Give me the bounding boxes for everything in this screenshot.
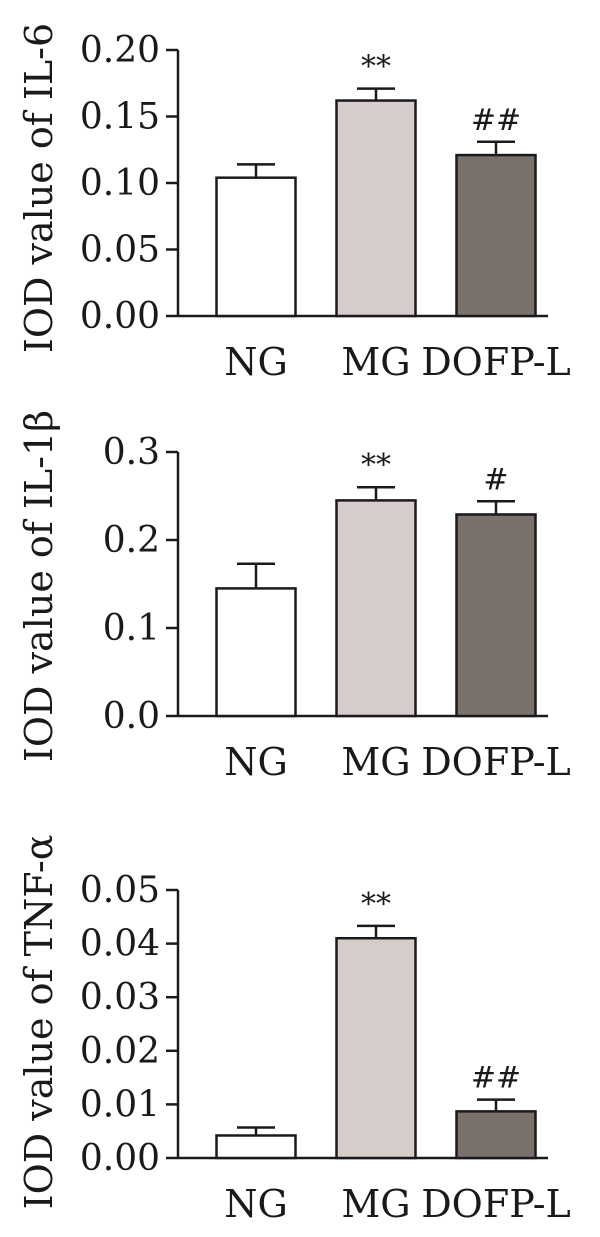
panel-2-significance-dofp-l: # bbox=[483, 462, 508, 497]
panel-1-bar-dofp-l bbox=[455, 153, 537, 318]
panel-3-category-ng: NG bbox=[224, 1182, 288, 1226]
panel-3-significance-mg: ** bbox=[361, 887, 391, 922]
panel-1-category-mg: MG bbox=[341, 340, 410, 384]
panel-3-ytick-label: 0.04 bbox=[80, 924, 160, 965]
panel-1-ytick-label: 0.05 bbox=[80, 230, 160, 271]
panel-2-significance-mg: ** bbox=[361, 448, 391, 483]
panel-3-ytick-label: 0.01 bbox=[80, 1084, 160, 1125]
panel-2-category-mg: MG bbox=[341, 740, 410, 784]
panel-3-ytick-label: 0.05 bbox=[80, 870, 160, 911]
panel-2-ytick-label: 0.1 bbox=[103, 608, 160, 649]
panel-3-ytick-label: 0.03 bbox=[80, 977, 160, 1018]
panel-1-ytick-label: 0.20 bbox=[80, 30, 160, 71]
panel-2-ylabel: IOD value of IL-1β bbox=[17, 410, 61, 762]
panel-2-ytick-label: 0.0 bbox=[103, 696, 160, 737]
panel-3-bar-dofp-l bbox=[455, 1110, 537, 1160]
panel-2-category-dofp-l: DOFP-L bbox=[421, 740, 571, 784]
panel-3-ytick-label: 0.02 bbox=[80, 1031, 160, 1072]
panel-1-bar-mg bbox=[335, 99, 417, 318]
panel-3-significance-dofp-l: ## bbox=[471, 1061, 521, 1096]
panel-3-category-dofp-l: DOFP-L bbox=[421, 1182, 571, 1226]
panel-1-bar-ng bbox=[215, 176, 297, 318]
panel-1-significance-mg: ** bbox=[361, 50, 391, 85]
panel-2-bar-dofp-l bbox=[455, 513, 537, 718]
panel-1-ytick-label: 0.15 bbox=[80, 97, 160, 138]
panel-2-category-ng: NG bbox=[224, 740, 288, 784]
panel-2-ytick-label: 0.3 bbox=[103, 432, 160, 473]
panel-1-ylabel: IOD value of IL-6 bbox=[17, 23, 61, 353]
panel-1-category-dofp-l: DOFP-L bbox=[421, 340, 571, 384]
panel-2-ytick-label: 0.2 bbox=[103, 520, 160, 561]
panel-3-ytick-label: 0.00 bbox=[80, 1138, 160, 1179]
panel-3-category-mg: MG bbox=[341, 1182, 410, 1226]
panel-1-category-ng: NG bbox=[224, 340, 288, 384]
panel-3-bar-mg bbox=[335, 936, 417, 1160]
panel-1-ytick-label: 0.00 bbox=[80, 296, 160, 337]
panel-2-bar-ng bbox=[215, 587, 297, 718]
panel-3-ylabel: IOD value of TNF-α bbox=[17, 835, 61, 1210]
panel-1-significance-dofp-l: ## bbox=[471, 103, 521, 138]
panel-1-ytick-label: 0.10 bbox=[80, 163, 160, 204]
panel-2-bar-mg bbox=[335, 499, 417, 718]
panel-3-bar-ng bbox=[215, 1134, 297, 1160]
